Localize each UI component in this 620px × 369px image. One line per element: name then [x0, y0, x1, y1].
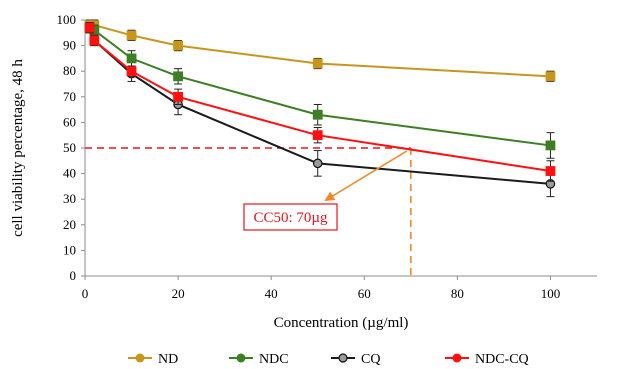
x-tick-label: 0: [82, 286, 89, 301]
legend-item-cq: CQ: [331, 352, 380, 367]
legend: ND NDC CQ NDC-CQ: [128, 352, 529, 367]
legend-item-nd: ND: [128, 352, 178, 367]
x-tick-label: 60: [358, 286, 371, 301]
y-tick-label: 0: [70, 268, 77, 283]
data-point: [89, 35, 100, 46]
series-line: [88, 27, 551, 173]
data-point: [312, 130, 323, 141]
legend-marker: [452, 353, 462, 363]
data-point: [173, 40, 183, 51]
data-point: [126, 30, 137, 41]
series-nd: [84, 19, 556, 82]
y-tick-label: 10: [63, 242, 76, 257]
legend-label: CQ: [361, 352, 380, 367]
y-tick-label: 100: [57, 12, 77, 27]
y-tick-label: 40: [63, 166, 76, 181]
x-tick-label: 20: [172, 286, 185, 301]
data-point: [545, 71, 556, 82]
x-tick-label: 40: [265, 286, 278, 301]
legend-label: NDC-CQ: [475, 352, 529, 367]
x-tick-label: 80: [451, 286, 464, 301]
x-axis-title: Concentration (µg/ml): [274, 315, 409, 331]
data-point: [84, 22, 95, 33]
data-point: [173, 91, 183, 102]
legend-marker: [236, 353, 246, 363]
y-tick-label: 90: [63, 38, 76, 53]
cc50-label: CC50: 70µg: [253, 210, 328, 226]
legend-label: NDC: [259, 352, 289, 367]
cc50-label-box: [243, 203, 338, 231]
series-ndc-cq: [84, 22, 556, 182]
legend-item-ndc-cq: NDC-CQ: [445, 352, 529, 367]
data-point: [312, 58, 323, 69]
cc50-arrow: [324, 150, 408, 202]
legend-marker: [135, 353, 145, 363]
x-tick-label: 100: [541, 286, 561, 301]
data-point: [312, 158, 323, 169]
legend-marker: [338, 353, 348, 363]
data-point: [545, 166, 556, 176]
data-point: [545, 140, 556, 151]
data-point: [312, 109, 323, 120]
data-point: [126, 66, 137, 77]
series-cq: [84, 22, 556, 198]
legend-label: ND: [158, 352, 178, 367]
data-point: [126, 53, 137, 64]
y-axis-title: cell viability percentage, 48 h: [10, 59, 26, 237]
y-tick-label: 30: [63, 191, 76, 206]
y-tick-label: 80: [63, 63, 76, 78]
y-tick-label: 60: [63, 114, 76, 129]
legend-item-ndc: NDC: [229, 352, 289, 367]
y-tick-label: 20: [63, 217, 76, 232]
data-point: [173, 71, 183, 82]
y-tick-label: 50: [63, 140, 76, 155]
y-tick-label: 70: [63, 89, 76, 104]
